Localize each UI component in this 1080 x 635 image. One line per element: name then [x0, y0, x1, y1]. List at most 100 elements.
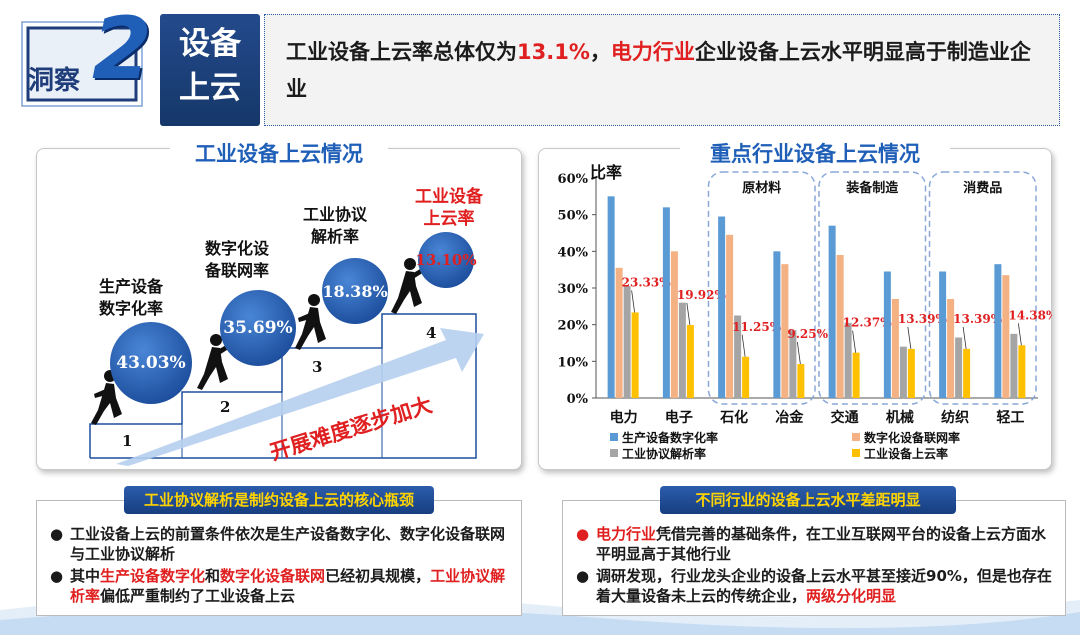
legend-swatch	[852, 433, 860, 441]
bar	[963, 348, 971, 398]
bar	[1018, 345, 1026, 398]
step-1-value: 43.03%	[110, 322, 192, 404]
topic-label: 设备 上云	[160, 22, 260, 110]
bottom-left-box	[36, 500, 522, 616]
headline: 工业设备上云率总体仅为13.1%，电力行业企业设备上云水平明显高于制造业企业	[286, 34, 1046, 108]
legend-swatch	[610, 433, 618, 441]
bar	[836, 255, 844, 398]
bar	[678, 302, 686, 398]
bar	[994, 264, 1002, 398]
category-label: 石化	[719, 409, 748, 426]
topic-box	[160, 14, 260, 126]
legend-swatch	[610, 449, 618, 457]
bullet-highlight: 数字化设备联网	[220, 567, 326, 585]
bar	[844, 322, 852, 398]
bar	[686, 324, 694, 398]
bar	[797, 364, 805, 398]
step-3-label: 工业协议 解析率	[302, 205, 367, 246]
bullet-highlight: 电力行业	[596, 525, 657, 543]
y-tick-label: 60%	[558, 172, 589, 187]
headline-part-3: 企业设备上云水平明显高于制造业企业	[286, 40, 1031, 101]
data-label: 11.25%	[732, 320, 782, 334]
headline-part-1: 工业设备上云率总体仅为	[286, 40, 517, 64]
data-label: 13.39%	[953, 312, 1003, 326]
bullet-item: ● 调研发现，行业龙头企业的设备上云水平甚至接近90%，但是也存在着大量设备未上云…	[574, 566, 1058, 606]
step-1-label: 生产设备 数字化率	[98, 277, 163, 318]
bottom-right-box	[562, 500, 1066, 616]
data-label: 13.39%	[898, 312, 948, 326]
data-label: 12.37%	[843, 316, 893, 330]
bar	[939, 271, 947, 398]
bullet-text-c: 和	[205, 567, 221, 585]
bullet-highlight: 两级分化明显	[806, 587, 897, 605]
climbing-figure-icon	[197, 334, 230, 390]
bullet-text-e: 已经初具规模，	[325, 567, 431, 585]
bar	[891, 299, 899, 398]
data-label-leader	[796, 342, 801, 365]
growth-arrow	[116, 328, 484, 466]
step-1-number: 1	[122, 432, 133, 450]
headline-rate: 13.1%	[517, 40, 590, 64]
bar	[781, 264, 789, 398]
group-box	[707, 171, 816, 405]
bullet-highlight: 工业协议解析率	[70, 567, 506, 605]
bullet-text: 工业设备上云的前置条件依次是生产设备数字化、数字化设备联网与工业协议解析	[70, 525, 506, 563]
bar	[828, 225, 836, 398]
bullet-item: ● 电力行业凭借完善的基础条件，在工业互联网平台的设备上云方面水平明显高于其他行业	[574, 524, 1058, 564]
category-label: 冶金	[775, 409, 804, 426]
data-label: 23.33%	[622, 275, 672, 289]
data-label-leader	[852, 330, 857, 353]
y-tick-label: 10%	[558, 355, 589, 370]
bar	[789, 330, 797, 398]
insight-badge-number: 2	[92, 0, 152, 99]
bar	[734, 315, 742, 398]
legend-label: 工业设备上云率	[864, 446, 948, 461]
y-tick-label: 50%	[558, 209, 589, 224]
data-label-leader	[962, 326, 967, 349]
category-label: 电子	[665, 409, 693, 426]
bottom-right-bullets: ● 电力行业凭借完善的基础条件，在工业互联网平台的设备上云方面水平明显高于其他行业…	[574, 524, 1058, 608]
bullet-item: ● 其中生产设备数字化和数字化设备联网已经初具规模，工业协议解析率偏低严重制约了工…	[48, 566, 514, 606]
bullet-text: 调研发现，行业龙头企业的设备上云水平甚至接近90%，但是也存在着大量设备未上云的…	[596, 567, 1052, 605]
bullet-dot-icon: ●	[576, 567, 590, 585]
bar	[615, 267, 623, 398]
bullet-text-a: 其中	[70, 567, 101, 585]
bullet-text-g: 偏低严重制约了工业设备上云	[100, 587, 296, 605]
data-label-leader	[907, 326, 912, 349]
bar	[1002, 275, 1010, 398]
y-tick-label: 40%	[558, 245, 589, 260]
bottom-left-bullets: ● 工业设备上云的前置条件依次是生产设备数字化、数字化设备联网与工业协议解析 ● 其…	[48, 524, 514, 608]
data-label: 19.92%	[677, 288, 727, 302]
bar	[670, 251, 678, 398]
legend-label: 生产设备数字化率	[622, 430, 718, 445]
bar	[907, 348, 915, 398]
bar	[718, 216, 726, 398]
bar	[662, 207, 670, 398]
category-label: 交通	[831, 409, 859, 426]
headline-box	[264, 14, 1060, 126]
bar	[631, 312, 639, 398]
bullet-highlight: 生产设备数字化	[100, 567, 206, 585]
climbing-figure-icon	[295, 294, 326, 350]
step-4-value: 13.10%	[415, 232, 477, 288]
bullet-text: 凭借完善的基础条件，在工业互联网平台的设备上云方面水平明显高于其他行业	[596, 525, 1047, 563]
legend-swatch	[852, 449, 860, 457]
data-label-leader	[631, 290, 636, 313]
category-label: 纺织	[941, 409, 969, 426]
step-2-value: 35.69%	[220, 290, 296, 366]
bullet-dot-icon: ●	[50, 567, 64, 585]
step-4-number: 4	[426, 324, 437, 342]
data-label: 9.25%	[787, 327, 828, 341]
group-label: 原材料	[742, 180, 781, 196]
bar	[899, 346, 907, 398]
group-box	[818, 171, 927, 405]
group-label: 消费品	[963, 180, 1002, 196]
topic-line-1: 设备	[179, 26, 241, 62]
topic-line-2: 上云	[179, 70, 241, 106]
step-2-number: 2	[220, 398, 231, 416]
bullet-item: ● 工业设备上云的前置条件依次是生产设备数字化、数字化设备联网与工业协议解析	[48, 524, 514, 564]
bar	[1010, 333, 1018, 398]
data-label-leader	[686, 302, 691, 326]
bullet-dot-icon: ●	[576, 525, 590, 543]
